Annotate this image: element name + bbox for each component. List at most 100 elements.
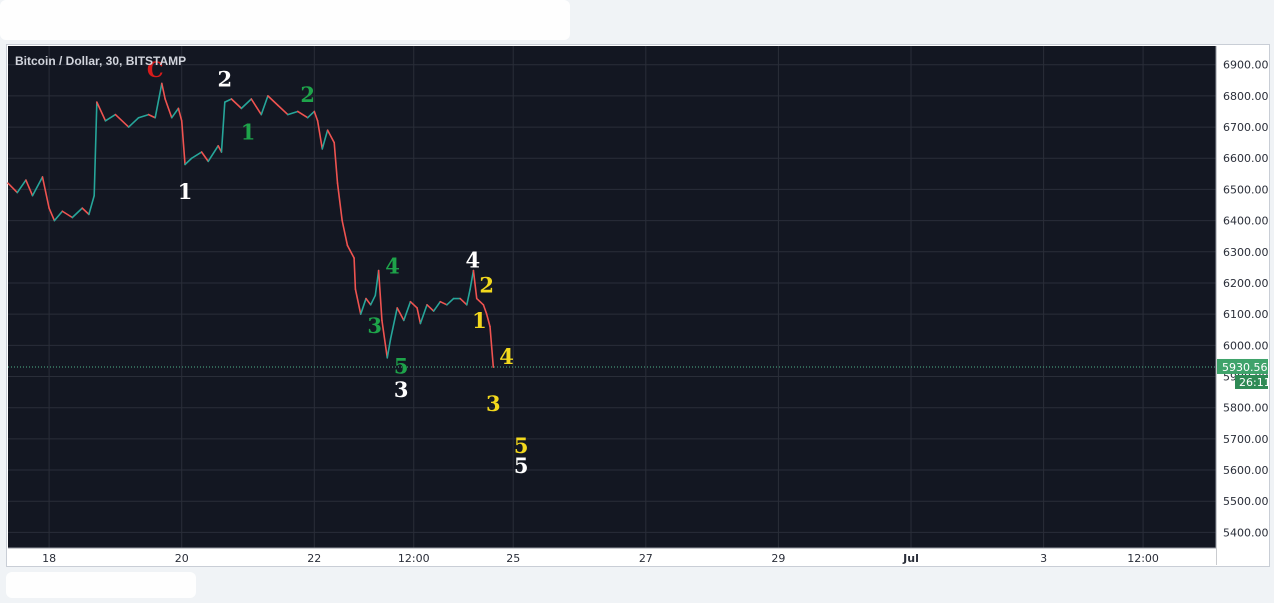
bottom-redaction — [6, 572, 196, 598]
wave-label: 5 — [394, 353, 409, 378]
price-segment — [321, 129, 329, 150]
price-segment — [48, 207, 56, 222]
price-segment — [224, 98, 233, 103]
x-tick-label: 3 — [1040, 552, 1047, 565]
x-tick-label: 29 — [771, 552, 785, 565]
x-tick-label: 27 — [639, 552, 653, 565]
x-tick-label: 12:00 — [398, 552, 430, 565]
price-segment — [127, 116, 140, 128]
price-segment — [419, 303, 428, 325]
y-tick-label: 5500.00 — [1223, 495, 1269, 508]
wave-label: 4 — [385, 254, 400, 279]
price-segment — [7, 182, 19, 194]
price-segment — [41, 176, 50, 209]
wave-label: 1 — [241, 120, 256, 145]
x-tick-label: 12:00 — [1127, 552, 1159, 565]
last-price-value: 5930.56 — [1222, 361, 1268, 374]
wave-label: 3 — [367, 313, 382, 338]
price-segment — [161, 82, 166, 100]
price-segment — [53, 210, 64, 222]
price-segment — [472, 269, 478, 300]
wave-label: 3 — [394, 377, 409, 402]
price-segment — [177, 107, 183, 122]
top-redaction — [0, 0, 570, 40]
price-segment — [137, 113, 150, 119]
price-segment — [386, 338, 392, 359]
price-segment — [81, 207, 90, 216]
y-tick-label: 6100.00 — [1223, 308, 1269, 321]
price-segment — [416, 307, 422, 325]
price-segment — [71, 207, 84, 219]
price-segment — [489, 325, 495, 368]
price-segment — [326, 129, 335, 144]
price-segment — [190, 151, 203, 160]
x-tick-label: 20 — [175, 552, 189, 565]
price-segment — [336, 182, 343, 222]
price-segment — [432, 300, 442, 312]
price-segment — [469, 269, 475, 291]
countdown-tag — [1235, 374, 1268, 389]
y-tick-label: 6700.00 — [1223, 121, 1269, 134]
y-tick-label: 5700.00 — [1223, 433, 1269, 446]
price-segment — [306, 110, 316, 119]
wave-label: 5 — [514, 453, 529, 478]
price-segment — [277, 104, 289, 116]
countdown-value: 26:11 — [1239, 376, 1269, 389]
price-segment — [475, 297, 485, 306]
price-segment — [482, 303, 488, 315]
x-tick-label: Jul — [902, 552, 919, 565]
price-segment — [359, 297, 367, 315]
y-tick-label: 6200.00 — [1223, 277, 1269, 290]
wave-label: 2 — [217, 67, 232, 92]
x-axis-ticks: 18 20 22 12:00 25 27 29 Jul 3 12:00 — [42, 552, 1159, 565]
price-segment — [389, 307, 398, 340]
price-segment — [207, 144, 219, 163]
x-tick-label: 18 — [42, 552, 56, 565]
y-tick-label: 5600.00 — [1223, 464, 1269, 477]
last-price-tag — [1217, 358, 1268, 374]
x-tick-label: 22 — [307, 552, 321, 565]
wave-label: 1 — [178, 179, 193, 204]
price-segment — [96, 101, 107, 122]
price-segment — [466, 288, 471, 306]
wave-label: 1 — [472, 308, 487, 333]
price-segment — [313, 110, 319, 122]
price-segment — [230, 98, 243, 110]
price-segment — [354, 288, 362, 315]
x-tick-label: 25 — [506, 552, 520, 565]
y-tick-label: 6500.00 — [1223, 183, 1269, 196]
y-tick-label: 6400.00 — [1223, 215, 1269, 228]
y-tick-label: 6000.00 — [1223, 339, 1269, 352]
price-segment — [164, 98, 173, 119]
wave-label: 2 — [479, 272, 494, 297]
symbol-title[interactable]: Bitcoin / Dollar, 30, BITSTAMP — [15, 54, 186, 68]
wave-label: 5 — [514, 433, 529, 458]
price-segment — [104, 113, 117, 122]
price-segment — [31, 176, 44, 197]
price-segment — [365, 297, 372, 306]
price-segment — [396, 307, 405, 322]
y-tick-label: 6600.00 — [1223, 152, 1269, 165]
plot-area[interactable] — [8, 46, 1216, 548]
price-segment — [316, 120, 324, 150]
price-segment — [381, 319, 389, 359]
time-axis[interactable] — [8, 548, 1216, 565]
price-segment — [154, 82, 163, 119]
price-segment — [459, 297, 468, 306]
price-segment — [114, 113, 130, 128]
price-segment — [180, 120, 186, 166]
price-segment — [200, 151, 210, 163]
price-segment — [250, 98, 263, 116]
price-segment — [267, 95, 279, 107]
price-segment — [88, 194, 95, 216]
y-tick-label: 5800.00 — [1223, 402, 1269, 415]
price-segment — [286, 110, 299, 116]
price-segment — [184, 157, 193, 166]
price-segment — [353, 257, 357, 291]
price-segment — [220, 101, 226, 153]
price-axis[interactable] — [1216, 46, 1268, 565]
y-tick-label: 6800.00 — [1223, 90, 1269, 103]
wave-label: 3 — [486, 391, 501, 416]
price-segment — [147, 113, 156, 119]
